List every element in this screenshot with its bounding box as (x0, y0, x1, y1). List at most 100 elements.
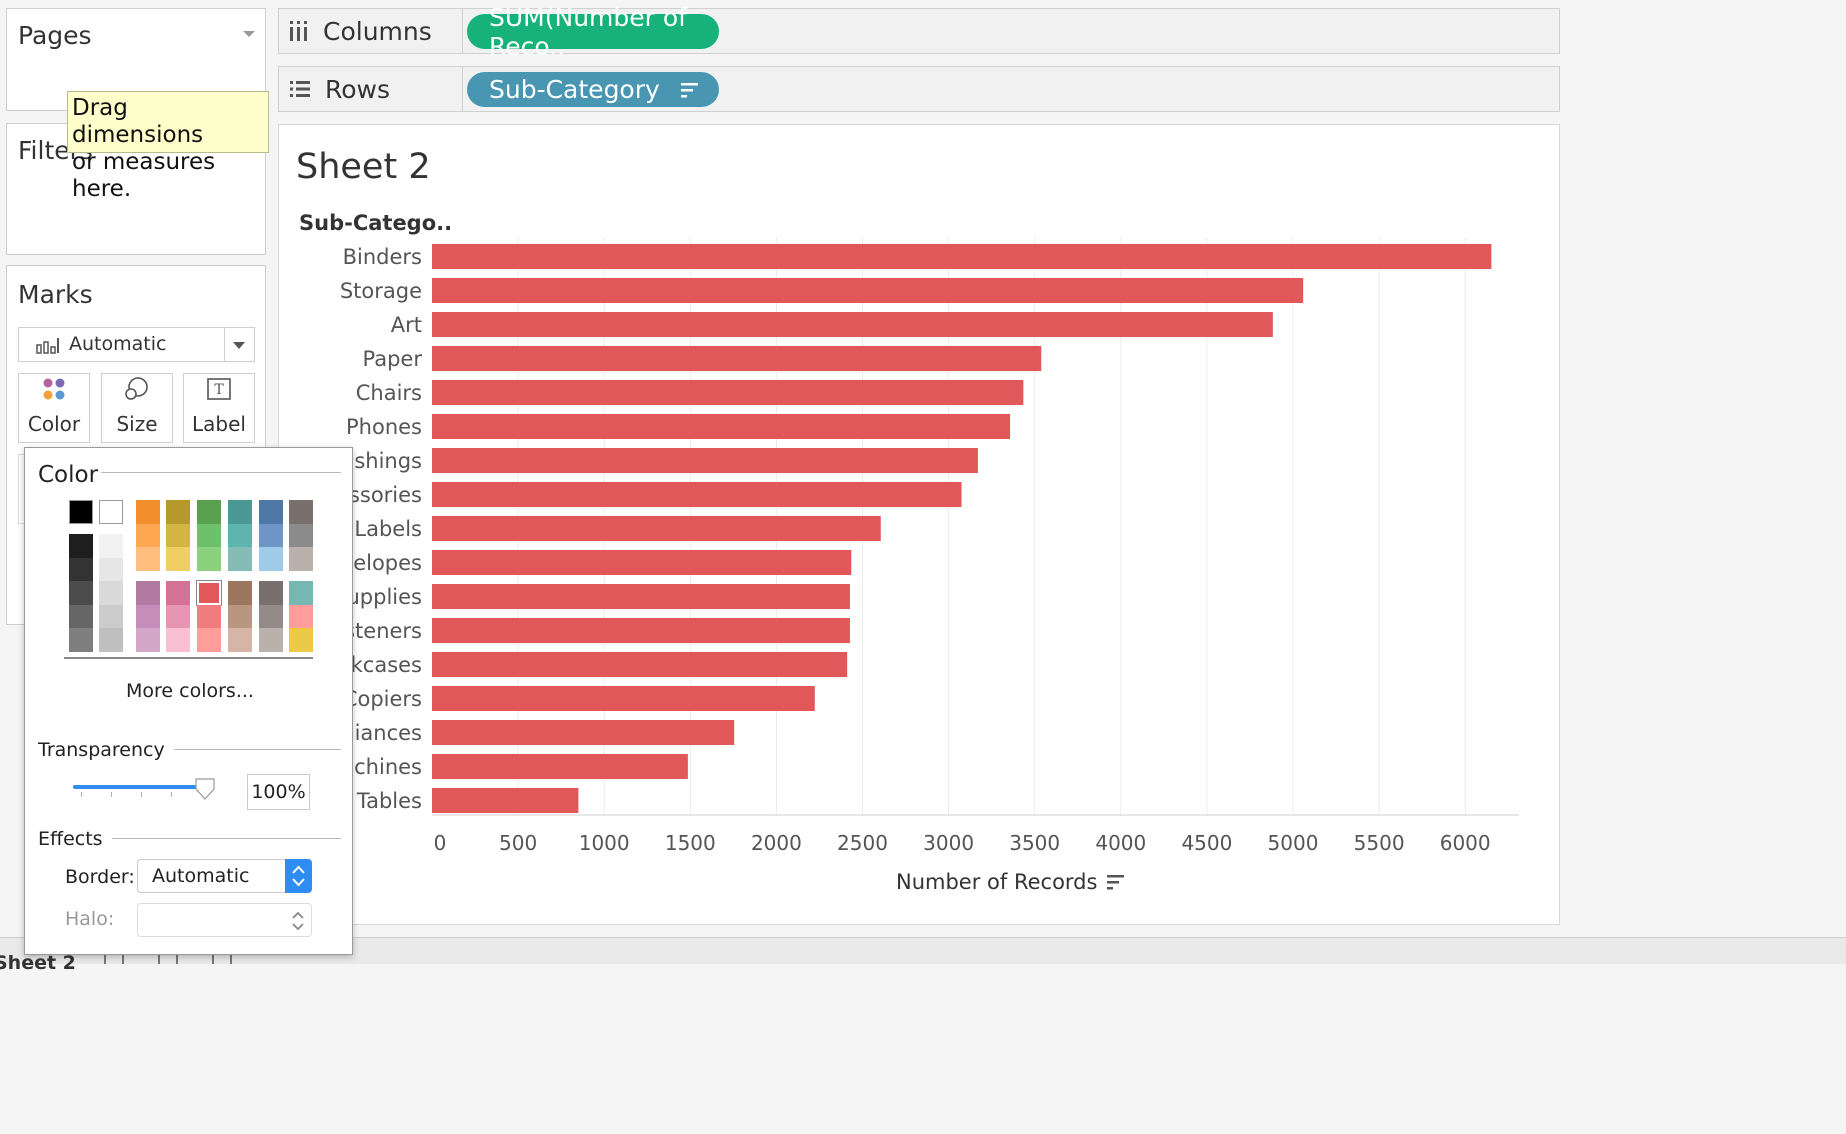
category-label[interactable]: Phones (346, 415, 422, 439)
rows-pill[interactable]: Sub-Category (467, 72, 719, 107)
x-axis-title[interactable]: Number of Records (896, 870, 1125, 894)
color-swatch[interactable] (166, 604, 190, 629)
color-swatch[interactable] (197, 523, 221, 548)
color-swatch[interactable] (228, 628, 252, 652)
columns-shelf[interactable]: Columns SUM(Number of Reco.. (278, 3, 1560, 61)
category-label[interactable]: liances (349, 721, 422, 745)
bar[interactable] (432, 618, 850, 643)
color-swatch[interactable] (166, 581, 190, 605)
color-swatch[interactable] (69, 534, 93, 558)
bar[interactable] (432, 482, 962, 507)
label-mark-button[interactable]: T Label (183, 373, 255, 443)
color-swatch[interactable] (289, 500, 313, 524)
color-swatch[interactable] (99, 557, 123, 582)
color-swatch[interactable] (259, 628, 283, 652)
category-label[interactable]: Chairs (356, 381, 422, 405)
color-swatch[interactable] (99, 534, 123, 558)
category-label[interactable]: ishings (349, 449, 423, 473)
color-swatch[interactable] (197, 628, 221, 652)
color-swatch[interactable] (289, 581, 313, 605)
color-swatch[interactable] (259, 604, 283, 629)
bar[interactable] (432, 686, 815, 711)
color-swatch[interactable] (289, 628, 313, 652)
bar[interactable] (432, 448, 978, 473)
worksheet-view[interactable]: Sheet 2 Sub-Catego.. Binders Storage Art Pa… (278, 124, 1560, 925)
color-swatch[interactable] (289, 547, 313, 571)
color-swatch[interactable] (228, 604, 252, 629)
category-label[interactable]: Copiers (343, 687, 422, 711)
color-swatch[interactable] (289, 523, 313, 548)
bar[interactable] (432, 550, 852, 575)
sort-descending-icon[interactable] (681, 82, 699, 98)
color-swatch[interactable] (197, 500, 221, 524)
transparency-value-field[interactable]: 100% (247, 774, 310, 810)
color-swatch[interactable] (228, 581, 252, 605)
sort-icon[interactable] (1107, 874, 1125, 890)
bar[interactable] (432, 312, 1273, 337)
columns-pill[interactable]: SUM(Number of Reco.. (467, 3, 719, 61)
border-select[interactable]: Automatic (137, 859, 312, 893)
color-swatch[interactable] (259, 500, 283, 524)
category-label[interactable]: velopes (341, 551, 422, 575)
color-swatch[interactable] (259, 547, 283, 571)
color-swatch[interactable] (228, 547, 252, 571)
color-swatch[interactable] (136, 500, 160, 524)
color-swatch[interactable] (228, 523, 252, 548)
category-label[interactable]: Binders (343, 245, 422, 269)
category-label[interactable]: Tables (356, 789, 422, 813)
color-swatch[interactable] (69, 628, 93, 652)
color-swatch[interactable] (259, 523, 283, 548)
color-swatch[interactable] (99, 500, 123, 524)
bar[interactable] (432, 584, 850, 609)
rows-shelf[interactable]: Rows Sub-Category (278, 66, 1560, 112)
bar[interactable] (432, 278, 1304, 303)
size-mark-button[interactable]: Size (101, 373, 173, 443)
color-swatch[interactable] (136, 604, 160, 629)
color-swatch[interactable] (99, 604, 123, 629)
color-swatch[interactable] (136, 547, 160, 571)
color-swatch[interactable] (166, 547, 190, 571)
chevron-down-icon[interactable] (233, 342, 245, 349)
color-swatch[interactable] (289, 604, 313, 629)
color-swatch[interactable] (197, 547, 221, 571)
category-label[interactable]: Labels (354, 517, 422, 541)
color-swatch[interactable] (228, 500, 252, 524)
color-swatch[interactable] (69, 604, 93, 629)
category-label[interactable]: Paper (363, 347, 423, 371)
category-label[interactable]: Art (391, 313, 422, 337)
mark-type-dropdown[interactable]: Automatic (18, 327, 255, 362)
color-swatch[interactable] (69, 500, 93, 524)
color-swatch[interactable] (99, 581, 123, 605)
bar[interactable] (432, 652, 848, 677)
color-mark-button[interactable]: Color (18, 373, 90, 443)
color-swatch[interactable] (69, 557, 93, 582)
color-swatch[interactable] (136, 523, 160, 548)
bar[interactable] (432, 346, 1042, 371)
category-label[interactable]: achines (341, 755, 422, 779)
color-swatch[interactable] (99, 628, 123, 652)
bar[interactable] (432, 720, 735, 745)
bar[interactable] (432, 516, 881, 541)
color-swatch[interactable] (166, 500, 190, 524)
color-swatch[interactable] (69, 581, 93, 605)
color-swatch[interactable] (259, 581, 283, 605)
bar[interactable] (432, 414, 1011, 439)
color-swatch[interactable] (196, 580, 222, 606)
category-label[interactable]: steners (344, 619, 422, 643)
category-label[interactable]: ssories (349, 483, 422, 507)
bar[interactable] (432, 754, 688, 779)
category-label[interactable]: Storage (340, 279, 422, 303)
bar[interactable] (432, 788, 579, 813)
chevron-down-icon[interactable] (243, 31, 255, 37)
color-swatch[interactable] (166, 628, 190, 652)
transparency-slider[interactable] (73, 778, 215, 800)
row-header[interactable]: Sub-Catego.. (299, 211, 453, 235)
color-swatch[interactable] (136, 628, 160, 652)
more-colors-link[interactable]: More colors... (126, 680, 254, 702)
color-swatch[interactable] (197, 604, 221, 629)
slider-thumb[interactable] (195, 778, 215, 800)
color-swatch[interactable] (166, 523, 190, 548)
category-label[interactable]: upplies (347, 585, 423, 609)
sheet-tab[interactable]: Sheet 2 (0, 952, 76, 974)
bar[interactable] (432, 380, 1024, 405)
